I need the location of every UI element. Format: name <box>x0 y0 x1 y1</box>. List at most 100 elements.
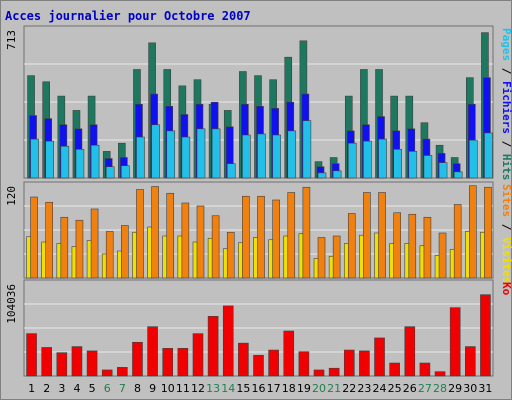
ko-bar <box>147 326 158 377</box>
x-tick-label: 31 <box>478 382 492 395</box>
ko-bar <box>238 342 249 377</box>
y-max-label: 104036 <box>5 284 18 324</box>
x-tick-label: 10 <box>161 382 175 395</box>
ko-bar <box>41 347 52 377</box>
legend-sep: / <box>500 217 512 237</box>
sites-bar <box>332 235 341 279</box>
sites-bar <box>30 196 38 279</box>
pages-bar <box>393 149 402 179</box>
x-tick-label: 16 <box>252 382 266 395</box>
x-tick-label: 30 <box>463 382 477 395</box>
x-tick-label: 29 <box>448 382 462 395</box>
sites-bar <box>181 202 190 279</box>
legend-sep: / <box>500 134 512 154</box>
pages-bar <box>166 130 176 179</box>
x-tick-label: 21 <box>327 382 341 395</box>
pages-bar <box>136 136 145 179</box>
pages-bar <box>30 138 39 179</box>
x-tick-label: 3 <box>58 382 65 395</box>
ko-bar <box>359 350 370 377</box>
ko-bar <box>177 348 189 377</box>
x-tick-label: 11 <box>176 382 190 395</box>
sites-bar <box>438 232 447 279</box>
pages-bar <box>363 140 372 179</box>
ko-bar <box>404 326 416 377</box>
legend-sep: / <box>500 61 512 81</box>
pages-bar <box>347 142 357 179</box>
ko-bar <box>374 337 385 377</box>
ko-bar <box>101 369 113 377</box>
x-tick-label: 13 <box>206 382 220 395</box>
x-tick-label: 26 <box>403 382 417 395</box>
sites-bar <box>393 212 401 279</box>
sites-bar <box>60 216 69 279</box>
sites-bar <box>90 208 99 279</box>
sites-bar <box>257 195 265 279</box>
ko-bar <box>162 348 174 377</box>
ko-bar <box>56 352 68 377</box>
x-tick-label: 4 <box>73 382 80 395</box>
x-tick-label: 12 <box>191 382 205 395</box>
x-tick-label: 9 <box>149 382 156 395</box>
x-tick-label: 28 <box>433 382 447 395</box>
pages-bar <box>60 145 70 179</box>
y-max-label: 120 <box>5 186 18 206</box>
ko-bar <box>207 316 219 377</box>
sites-bar <box>287 192 296 279</box>
x-tick-label: 8 <box>134 382 141 395</box>
pages-bar <box>378 138 387 179</box>
pages-bar <box>75 149 85 179</box>
ko-bar <box>449 307 461 377</box>
pages-bar <box>45 140 54 179</box>
sites-bar <box>196 205 205 279</box>
x-tick-label: 1 <box>28 382 35 395</box>
sites-bar <box>408 213 417 279</box>
x-tick-label: 22 <box>342 382 356 395</box>
panel-legend: Ko <box>500 282 512 296</box>
ko-bar <box>86 350 98 377</box>
pages-bar <box>317 172 327 179</box>
panel-legend: Pages / Fichiers / Hits <box>500 28 512 180</box>
legend-pages: Pages <box>500 28 512 61</box>
pages-bar <box>302 120 312 179</box>
ko-bar <box>192 333 204 377</box>
x-tick-label: 6 <box>104 382 111 395</box>
pages-bar <box>181 136 191 179</box>
sites-bar <box>302 186 311 279</box>
sites-bar <box>45 201 53 279</box>
ko-bar <box>465 346 476 377</box>
panel-legend: Sites / Visites <box>500 184 512 283</box>
ko-bar <box>222 305 234 377</box>
ko-bar <box>343 349 355 377</box>
ko-bar <box>26 333 37 377</box>
x-tick-label: 5 <box>89 382 96 395</box>
x-tick-label: 14 <box>221 382 235 395</box>
pages-bar <box>121 165 130 179</box>
legend-visites: Visites <box>500 237 512 283</box>
sites-bar <box>166 192 175 279</box>
x-tick-label: 19 <box>297 382 311 395</box>
x-tick-label: 25 <box>388 382 402 395</box>
ko-bar <box>313 369 325 377</box>
sites-bar <box>272 199 280 279</box>
sites-bar <box>423 216 432 279</box>
sites-bar <box>347 213 356 279</box>
sites-bar <box>484 186 492 279</box>
pages-bar <box>287 130 297 179</box>
legend-hits: Hits <box>500 154 512 181</box>
pages-bar <box>105 166 115 179</box>
x-tick-label: 17 <box>267 382 281 395</box>
pages-bar <box>408 151 418 179</box>
sites-bar <box>105 231 114 279</box>
pages-bar <box>469 139 478 179</box>
sites-bar <box>75 219 84 279</box>
x-tick-label: 20 <box>312 382 326 395</box>
sites-bar <box>317 237 326 279</box>
pages-bar <box>242 134 251 179</box>
pages-bar <box>196 128 206 179</box>
sites-bar <box>469 185 477 279</box>
pages-bar <box>151 124 160 179</box>
